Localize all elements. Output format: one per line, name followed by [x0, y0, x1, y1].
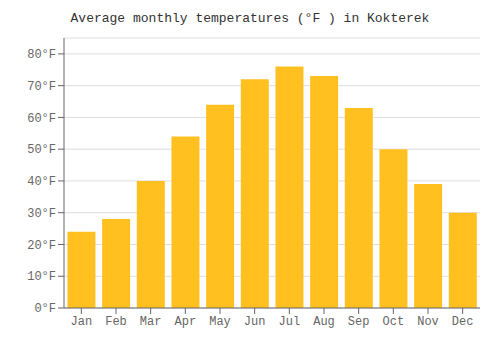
svg-text:Mar: Mar	[140, 315, 162, 329]
svg-text:30°F: 30°F	[27, 207, 56, 221]
svg-text:70°F: 70°F	[27, 80, 56, 94]
svg-text:80°F: 80°F	[27, 48, 56, 62]
svg-text:Dec: Dec	[452, 315, 474, 329]
svg-text:0°F: 0°F	[34, 302, 56, 316]
svg-text:Jan: Jan	[71, 315, 93, 329]
svg-text:40°F: 40°F	[27, 175, 56, 189]
svg-text:May: May	[209, 315, 231, 329]
svg-text:Oct: Oct	[383, 315, 405, 329]
html-text:Average monthly temperatures (: Average monthly temperatures (°F ) in Ko…	[70, 11, 430, 26]
svg-text:50°F: 50°F	[27, 143, 56, 157]
svg-text:Apr: Apr	[175, 315, 197, 329]
svg-text:Sep: Sep	[348, 315, 370, 329]
svg-text:Jun: Jun	[244, 315, 266, 329]
svg-text:60°F: 60°F	[27, 112, 56, 126]
svg-text:Nov: Nov	[417, 315, 439, 329]
svg-text:Jul: Jul	[279, 315, 301, 329]
svg-text:20°F: 20°F	[27, 239, 56, 253]
svg-text:Feb: Feb	[105, 315, 127, 329]
svg-text:10°F: 10°F	[27, 270, 56, 284]
svg-text:Aug: Aug	[313, 315, 335, 329]
